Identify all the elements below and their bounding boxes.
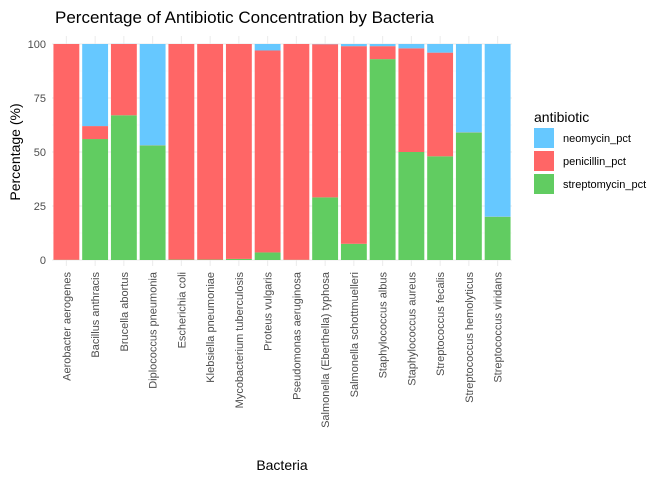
bar-segment-neomycin_pct [82,44,109,127]
x-tick-label: Brucella abortus [119,272,131,352]
bar-segment-streptomycin_pct [139,145,166,260]
bar-segment-penicillin_pct [427,52,454,157]
x-tick-label: Pseudomonas aeruginosa [291,271,303,400]
legend: antibiotic neomycin_pct penicillin_pctstr… [534,109,646,194]
legend-label: neomycin_pct [563,133,631,145]
x-tick-label: Salmonella schottmuelleri [349,272,361,397]
bar-segment-penicillin_pct [82,126,109,140]
x-tick-label: Proteus vulgaris [263,272,275,351]
bar-segment-streptomycin_pct [427,156,454,260]
bar-segment-streptomycin_pct [484,216,511,260]
x-tick-label: Klebsiella pneumoniae [205,272,217,383]
x-axis-title: Bacteria [256,457,308,473]
plot-panel [52,36,512,266]
bar-segment-streptomycin_pct [312,197,339,260]
legend-swatch-penicillin_pct [534,151,554,171]
bar-segment-streptomycin_pct [455,132,482,260]
y-tick-label: 75 [34,93,46,105]
bar-segment-penicillin_pct [168,44,195,260]
bar-segment-streptomycin_pct [254,252,281,260]
bar-segment-streptomycin_pct [398,152,425,260]
bar-segment-penicillin_pct [283,44,310,260]
y-tick-label: 50 [34,147,46,159]
x-axis-ticks: Aerobacter aerogenes Bacillus anthracis Br… [61,271,504,428]
x-tick-label: Staphylococcus albus [378,272,390,379]
bar-segment-neomycin_pct [254,44,281,51]
y-axis-title: Percentage (%) [7,103,23,200]
y-axis-ticks: 0 25 50 75 100 [28,39,46,267]
legend-swatch-streptomycin_pct [534,174,554,194]
bar-segment-streptomycin_pct [340,243,367,260]
bar-segment-neomycin_pct [369,44,396,47]
bar-segment-penicillin_pct [225,44,252,259]
bar-segment-neomycin_pct [340,44,367,47]
bar-segment-penicillin_pct [53,44,80,260]
bar-segment-penicillin_pct [312,44,339,198]
bar-segment-penicillin_pct [254,50,281,253]
y-tick-label: 100 [28,39,46,51]
x-tick-label: Streptococcus fecalis [435,272,447,376]
bars [53,43,511,261]
bar-segment-neomycin_pct [398,44,425,49]
bar-segment-neomycin_pct [139,44,166,146]
bar-segment-penicillin_pct [398,48,425,152]
y-tick-label: 25 [34,201,46,213]
legend-swatch-neomycin_pct [534,128,554,148]
x-tick-label: Staphylococcus aureus [406,272,418,386]
bar-segment-penicillin_pct [369,46,396,60]
bar-segment-neomycin_pct [484,44,511,217]
bar-segment-neomycin_pct [427,44,454,53]
x-tick-label: Salmonella (Eberthella) typhosa [320,271,332,428]
x-tick-label: Bacillus anthracis [90,272,102,358]
x-tick-label: Escherichia coli [176,272,188,348]
x-tick-label: Mycobacterium tuberculosis [234,272,246,409]
bar-segment-streptomycin_pct [82,139,109,260]
chart-title: Percentage of Antibiotic Concentration b… [55,8,434,27]
bar-segment-streptomycin_pct [225,258,252,260]
x-tick-label: Streptococcus hemolyticus [464,272,476,403]
bar-segment-penicillin_pct [340,46,367,244]
x-tick-label: Diplococcus pneumonia [148,271,160,389]
bar-segment-penicillin_pct [110,44,137,116]
x-tick-label: Streptococcus viridans [493,272,505,383]
x-tick-label: Aerobacter aerogenes [61,272,73,381]
bar-segment-streptomycin_pct [110,115,137,260]
legend-label: streptomycin_pct [563,179,646,191]
bar-segment-neomycin_pct [455,44,482,133]
legend-title: antibiotic [534,109,589,125]
bar-segment-penicillin_pct [197,44,224,260]
legend-label: penicillin_pct [563,156,626,168]
y-tick-label: 0 [40,255,46,267]
bar-segment-streptomycin_pct [369,59,396,261]
